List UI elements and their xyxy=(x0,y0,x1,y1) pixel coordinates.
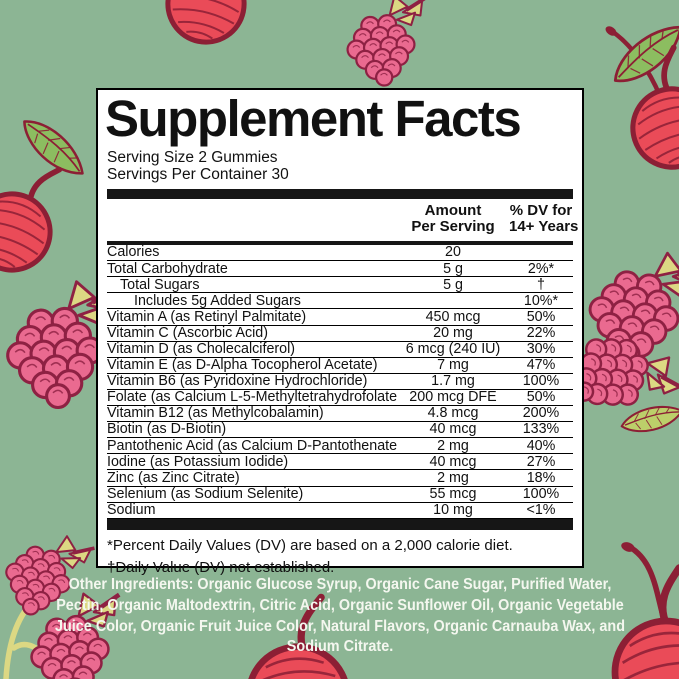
nutrient-amount: 55 mcg xyxy=(429,485,477,502)
table-row: Total Carbohydrate 5 g 2%* xyxy=(107,260,573,278)
nutrient-name: Vitamin E (as D-Alpha Tocopherol Acetate… xyxy=(107,358,378,373)
table-row: Vitamin D (as Cholecalciferol) 6 mcg (24… xyxy=(107,342,573,358)
nutrient-amount: 40 mcg xyxy=(429,421,477,438)
nutrient-dv: † xyxy=(537,276,545,293)
cherry-icon xyxy=(161,0,259,49)
nutrient-dv: 50% xyxy=(526,308,556,325)
nutrient-name: Biotin (as D-Biotin) xyxy=(107,422,227,438)
footnote-dagger: †Daily Value (DV) not established. xyxy=(107,558,335,576)
header-amount-line1: Amount xyxy=(424,201,482,219)
nutrient-dv: 22% xyxy=(526,324,556,341)
panel-title: Supplement Facts xyxy=(105,90,522,147)
stem-bud xyxy=(621,542,635,552)
nutrient-dv: 40% xyxy=(526,437,556,454)
table-header-row: Amount Per Serving % DV for 14+ Years xyxy=(107,201,578,239)
nutrient-amount: 5 g xyxy=(443,260,463,277)
table-row: Pantothenic Acid (as Calcium D-Pantothen… xyxy=(107,437,573,455)
nutrient-name: Zinc (as Zinc Citrate) xyxy=(107,470,240,486)
nutrient-dv: 200% xyxy=(522,405,560,422)
nutrient-name: Pantothenic Acid (as Calcium D-Pantothen… xyxy=(107,438,397,454)
nutrient-name: Folate (as Calcium L-5-Methyltetrahydrof… xyxy=(107,390,397,406)
divider-bar-thick xyxy=(107,518,573,530)
nutrient-amount: 2 mg xyxy=(437,437,469,454)
nutrient-amount: 5 g xyxy=(443,276,463,293)
nutrient-name: Iodine (as Potassium Iodide) xyxy=(107,454,289,470)
table-row: Vitamin A (as Retinyl Palmitate) 450 mcg… xyxy=(107,308,573,326)
header-dv-line2: 14+ Years xyxy=(509,218,579,236)
nutrient-dv: 100% xyxy=(522,373,560,390)
serving-size: Serving Size 2 Gummies xyxy=(107,148,278,166)
nutrient-dv: 2%* xyxy=(527,260,555,277)
table-row: Vitamin B6 (as Pyridoxine Hydrochloride)… xyxy=(107,374,573,390)
nutrient-amount: 10 mg xyxy=(433,501,473,518)
nutrient-dv: <1% xyxy=(526,501,556,518)
nutrient-name: Selenium (as Sodium Selenite) xyxy=(107,486,304,502)
leaf-icon xyxy=(618,402,679,436)
nutrient-name: Total Carbohydrate xyxy=(107,261,228,277)
nutrient-amount: 2 mg xyxy=(437,469,469,486)
nutrient-dv: 10%* xyxy=(523,292,559,309)
header-dv: % DV for 14+ Years xyxy=(509,201,578,236)
nutrient-name: Sodium xyxy=(107,502,156,518)
nutrient-amount: 450 mcg xyxy=(425,308,481,325)
nutrient-dv: 100% xyxy=(522,485,560,502)
nutrient-name: Vitamin A (as Retinyl Palmitate) xyxy=(107,309,307,325)
nutrient-amount: 6 mcg (240 IU) xyxy=(405,340,501,357)
table-row: Total Sugars 5 g † xyxy=(107,276,573,294)
divider-bar-thick xyxy=(107,188,573,199)
nutrient-amount: 20 xyxy=(445,244,461,261)
table-row: Vitamin B12 (as Methylcobalamin) 4.8 mcg… xyxy=(107,405,573,423)
footnote-dv: *Percent Daily Values (DV) are based on … xyxy=(107,536,513,554)
table-row: Selenium (as Sodium Selenite) 55 mcg 100… xyxy=(107,487,573,503)
table-row: Vitamin C (Ascorbic Acid) 20 mg 22% xyxy=(107,326,573,342)
nutrient-name: Calories xyxy=(107,245,160,261)
nutrient-amount: 200 mcg DFE xyxy=(409,389,497,406)
servings-per-container: Servings Per Container 30 xyxy=(107,166,289,184)
nutrient-dv: 50% xyxy=(526,389,556,406)
nutrient-name: Vitamin C (Ascorbic Acid) xyxy=(107,325,269,341)
nutrient-name: Vitamin B12 (as Methylcobalamin) xyxy=(107,406,324,422)
header-dv-line1: % DV for xyxy=(509,201,573,219)
table-row: Sodium 10 mg <1% xyxy=(107,503,573,519)
nutrient-amount: 1.7 mg xyxy=(431,373,475,390)
stem-bud xyxy=(605,26,617,36)
table-row: Calories 20 xyxy=(107,244,573,262)
nutrient-amount: 4.8 mcg xyxy=(427,405,479,422)
table-row: Iodine (as Potassium Iodide) 40 mcg 27% xyxy=(107,453,573,471)
nutrient-dv: 27% xyxy=(526,453,556,470)
nutrient-name: Total Sugars xyxy=(120,277,200,293)
nutrient-dv: 133% xyxy=(522,421,560,438)
nutrient-dv: 47% xyxy=(526,357,556,374)
nutrient-amount: 40 mcg xyxy=(429,453,477,470)
table-row: Vitamin E (as D-Alpha Tocopherol Acetate… xyxy=(107,358,573,374)
nutrient-name: Vitamin D (as Cholecalciferol) xyxy=(107,341,296,357)
nutrient-dv: 18% xyxy=(526,469,556,486)
header-amount: Amount Per Serving xyxy=(397,201,509,236)
nutrient-dv: 30% xyxy=(526,340,556,357)
raspberry-icon xyxy=(340,0,436,91)
divider-bar-medium xyxy=(107,240,573,246)
header-spacer xyxy=(107,203,397,236)
nutrient-table: Calories 20 Total Carbohydrate 5 g 2%* T… xyxy=(107,245,573,519)
nutrient-name: Vitamin B6 (as Pyridoxine Hydrochloride) xyxy=(107,374,368,389)
cherry-icon xyxy=(0,150,71,280)
table-row: Includes 5g Added Sugars 10%* xyxy=(107,292,573,310)
header-amount-line2: Per Serving xyxy=(411,218,495,236)
table-row: Biotin (as D-Biotin) 40 mcg 133% xyxy=(107,421,573,439)
table-row: Folate (as Calcium L-5-Methyltetrahydrof… xyxy=(107,389,573,407)
nutrient-amount: 7 mg xyxy=(437,357,469,374)
table-row: Zinc (as Zinc Citrate) 2 mg 18% xyxy=(107,469,573,487)
other-ingredients-text: Other Ingredients: Organic Glucose Syrup… xyxy=(54,576,625,656)
nutrient-name: Includes 5g Added Sugars xyxy=(134,293,301,309)
supplement-facts-panel: Supplement Facts Serving Size 2 Gummies … xyxy=(96,88,584,576)
nutrient-amount: 20 mg xyxy=(433,324,473,341)
